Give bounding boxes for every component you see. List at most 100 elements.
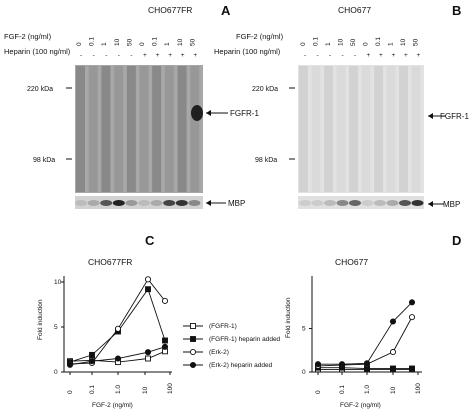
panel-d-xtick-label-0: 0: [315, 390, 322, 394]
panel-a-lane-4: [114, 66, 124, 192]
panel-a-fgf2-lane-8: 1: [164, 42, 171, 46]
panel-a-heparin-lane-5: -: [130, 52, 132, 59]
panel-a-marker-220: 220 kDa: [27, 86, 53, 93]
panel-c-series-3-point-4: [144, 276, 152, 283]
panel-c-series-4-point-5: [161, 343, 169, 350]
panel-a-fgf2-values: 0 0.1 1 10 50 0 0.1 1 10 50: [76, 37, 196, 46]
panel-b-mbp-band-10: [411, 200, 424, 206]
panel-a-fgfr1-arrowhead: [206, 110, 211, 116]
panel-b-fgfr1-label: FGFR-1: [440, 112, 469, 121]
panel-c-series-2-point-2: [89, 351, 95, 358]
panel-a-fgf2-lane-4: 10: [114, 38, 121, 46]
panel-a-fgf2-lane-6: 0: [139, 42, 146, 46]
panel-a-heparin-lane-4: -: [118, 52, 120, 59]
panel-b-fgf2-lane-4: 10: [338, 38, 345, 46]
panel-a-fgfr1-label: FGFR-1: [230, 109, 259, 118]
panel-a-fgf2-lane-10: 50: [189, 38, 196, 46]
panel-d-marks: 0 0.1 1.0 10 100 0 5: [302, 299, 422, 394]
panel-d-series-4-point-1: [314, 361, 322, 368]
panel-d-series-3-point-5: [408, 314, 416, 321]
panel-b-lane-3: [324, 66, 333, 192]
panel-b-fgf2-lane-10: 50: [413, 38, 420, 46]
panel-a-mbp-band-6: [138, 200, 150, 206]
panel-b-fgf2-label: FGF-2 (ng/ml): [236, 32, 284, 41]
panel-b-mbp-band-6: [361, 200, 374, 206]
panel-b-fgf2-lane-8: 1: [388, 42, 395, 46]
panel-d-series-4-point-4: [389, 318, 397, 325]
panel-b-lane-1: [299, 66, 308, 192]
panel-d-title: CHO677: [335, 257, 368, 267]
panel-b-mbp-band-8: [386, 200, 399, 206]
panel-c-xtick-label-2: 1.0: [115, 385, 122, 394]
panel-a-mbp-band-9: [175, 200, 188, 206]
panel-c-ytick-label-2: 10: [54, 279, 62, 286]
panel-a-heparin-label: Heparin (100 ng/ml): [4, 47, 71, 56]
panel-c-chart: C CHO677FR Fold induction FGF-2 (ng/ml) …: [37, 233, 281, 409]
panel-d-xtick-label-4: 100: [415, 383, 422, 394]
panel-a-fgf2-lane-5: 50: [126, 38, 133, 46]
panel-b-lane-2: [311, 66, 321, 192]
panel-b-fgf2-lane-3: 1: [325, 42, 332, 46]
panel-b-lane-4: [336, 66, 346, 192]
panel-a-fgf2-lane-2: 0.1: [89, 37, 96, 46]
panel-c-series-4-point-4: [144, 349, 152, 356]
panel-c-ytick-label-1: 5: [54, 324, 58, 331]
panel-b-fgf2-lane-1: 0: [300, 42, 307, 46]
panel-a-fgfr1-band: [191, 105, 203, 121]
panel-a-lane-6: [139, 66, 149, 192]
panel-c-xtick-label-1: 0.1: [89, 385, 96, 394]
panel-a-lanes: [76, 66, 203, 192]
panel-a-heparin-lane-7: +: [156, 52, 160, 59]
panel-c-series-4-point-1: [66, 361, 74, 368]
panel-a-fgf2-label: FGF-2 (ng/ml): [4, 32, 52, 41]
panel-b-fgf2-values: 0 0.1 1 10 50 0 0.1 1 10 50: [300, 37, 420, 46]
panel-b-fgf2-lane-9: 10: [400, 38, 407, 46]
panel-c-marks: 0 0.1 1.0 10 100 0 5 10: [54, 276, 174, 394]
panel-b-heparin-lane-5: -: [354, 52, 356, 59]
panel-c-legend-label-4: (Erk-2) heparin added: [209, 362, 273, 369]
panel-b-mbp-band-1: [299, 200, 311, 206]
panel-a-mbp-band-5: [125, 200, 138, 206]
panel-b-heparin-lane-7: +: [379, 52, 383, 59]
panel-b-mbp-band-9: [399, 200, 411, 206]
panel-a-mbp-band-7: [150, 200, 163, 206]
panel-c-xtick-label-3: 10: [142, 386, 149, 394]
panel-d-series-2-point-5: [409, 365, 415, 372]
panel-a-mbp-band-10: [188, 200, 201, 206]
panel-b-heparin-label: Heparin (100 ng/ml): [214, 47, 281, 56]
panel-a-heparin-values: - - - - - + + + + +: [80, 52, 197, 59]
panel-a-heparin-lane-10: +: [193, 52, 197, 59]
panel-c-series-3-point-3: [114, 325, 122, 332]
panel-c-title: CHO677FR: [88, 257, 132, 267]
panel-a-mbp-band-4: [112, 200, 125, 206]
panel-a-letter: A: [221, 3, 231, 18]
panel-b-heparin-lane-10: +: [417, 52, 421, 59]
panel-a-heparin-lane-2: -: [93, 52, 95, 59]
panel-d-ylabel: Fold induction: [285, 297, 292, 338]
panel-d-xtick-label-1: 0.1: [339, 385, 346, 394]
panel-a-lane-5: [126, 66, 136, 192]
panel-a-heparin-lane-1: -: [80, 52, 82, 59]
panel-c-series-1-point-4: [145, 355, 151, 362]
panel-b-heparin-lane-3: -: [329, 52, 331, 59]
panel-d-letter: D: [452, 233, 461, 248]
panel-b-fgfr1-arrowhead: [428, 113, 433, 119]
panel-b-lanes: [299, 66, 421, 192]
panel-c-series-3-point-5: [161, 297, 169, 304]
panel-c-series-2-point-4: [145, 286, 151, 293]
panel-a-marker-98: 98 kDa: [33, 157, 55, 164]
panel-a-mbp-band-8: [163, 200, 176, 206]
panel-b-mbp-band-7: [374, 200, 386, 206]
panel-c-series-2-point-5: [162, 337, 168, 344]
panel-b-heparin-lane-1: -: [304, 52, 306, 59]
panel-b-fgf2-lane-5: 50: [350, 38, 357, 46]
panel-a-fgf2-lane-3: 1: [101, 42, 108, 46]
panel-a-lane-10: [190, 66, 200, 192]
panel-b-letter: B: [452, 3, 461, 18]
panel-b-lane-9: [399, 66, 408, 192]
panel-b-mbp-arrowhead: [428, 201, 433, 207]
panel-a-mbp-band-2: [87, 200, 100, 206]
panel-b-lane-5: [349, 66, 358, 192]
panel-a-fgf2-lane-7: 0.1: [152, 37, 159, 46]
